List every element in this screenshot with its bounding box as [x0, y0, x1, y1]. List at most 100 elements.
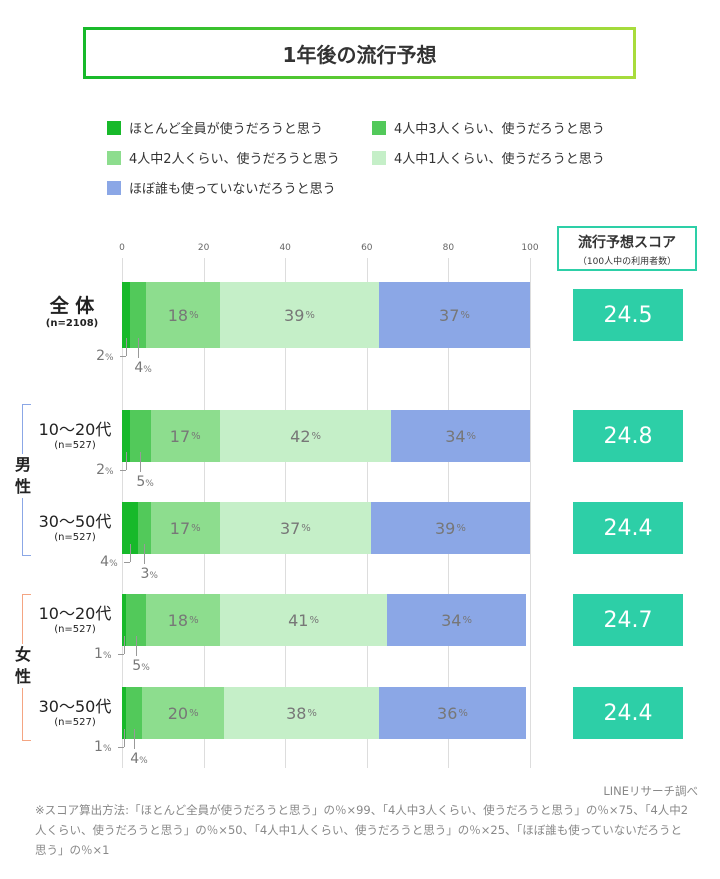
bar-segment [130, 282, 147, 348]
row-label-text: 10〜20代 [38, 420, 112, 439]
row-label: 30〜50代 (n=527) [20, 693, 130, 728]
legend-label: ほとんど全員が使うだろうと思う [129, 122, 323, 137]
bar-segment: 36% [379, 687, 526, 739]
leader-line [124, 562, 131, 563]
legend-label: ほぼ誰も使っていないだろうと思う [129, 182, 336, 197]
segment-label-small: 4% [130, 751, 148, 767]
leader-line [120, 470, 127, 471]
leader-line [144, 544, 146, 564]
score-header-title: 流行予想スコア [578, 235, 676, 251]
bar-segment: 17% [150, 502, 220, 554]
bar-segment: 38% [223, 687, 380, 739]
bar-segment: 37% [219, 502, 371, 554]
score-box: 24.7 [573, 594, 683, 646]
score-box: 24.4 [573, 687, 683, 739]
row-sample-size: (n=527) [54, 717, 96, 728]
bar-segment: 37% [379, 282, 530, 348]
stacked-bar: 17% 37% 39% [122, 502, 530, 554]
group-label: 女性 [13, 644, 33, 688]
leader-line [130, 544, 132, 562]
leader-line [140, 452, 142, 472]
legend-swatch [372, 150, 386, 165]
legend-item: 4人中2人くらい、使うだろうと思う [107, 148, 340, 167]
bar-segment [138, 502, 151, 554]
row-label: 全 体 (n=2108) [17, 291, 127, 329]
bar-segment: 18% [146, 282, 220, 348]
x-tick-label: 80 [442, 243, 455, 253]
row-sample-size: (n=527) [54, 440, 96, 451]
x-tick-label: 100 [521, 243, 539, 253]
bar-segment [122, 502, 139, 554]
leader-line [124, 729, 126, 747]
bar-segment: 41% [219, 594, 388, 646]
row-label-text: 30〜50代 [38, 512, 112, 531]
row-label: 10〜20代 (n=527) [20, 416, 130, 451]
row-sample-size: (n=527) [54, 624, 96, 635]
bar-segment: 34% [387, 594, 526, 646]
footnote: ※スコア算出方法:「ほとんど全員が使うだろうと思う」の％×99、「4人中3人くら… [35, 803, 689, 857]
legend-swatch [107, 150, 121, 165]
score-box: 24.8 [573, 410, 683, 462]
score-header-subtitle: （100人中の利用者数） [577, 257, 677, 267]
row-sample-size: (n=2108) [45, 318, 99, 329]
source: LINEリサーチ調べ [603, 784, 698, 798]
segment-label-small: 2% [96, 462, 114, 478]
legend-label: 4人中1人くらい、使うだろうと思う [394, 152, 605, 167]
gridline [530, 258, 531, 768]
x-tick-label: 40 [279, 243, 291, 253]
leader-line [134, 729, 136, 749]
leader-line [124, 636, 126, 654]
score-header: 流行予想スコア （100人中の利用者数） [557, 226, 697, 271]
row-label: 30〜50代 (n=527) [20, 508, 130, 543]
bar-segment: 42% [219, 410, 392, 462]
bar-segment: 18% [146, 594, 220, 646]
leader-line [138, 338, 140, 358]
bar-segment [126, 687, 143, 739]
legend-swatch [372, 120, 386, 135]
segment-label-small: 4% [134, 360, 152, 376]
bar-segment [130, 410, 151, 462]
score-box: 24.5 [573, 289, 683, 341]
legend-label: 4人中2人くらい、使うだろうと思う [129, 152, 340, 167]
segment-label-small: 5% [136, 474, 154, 490]
x-tick-label: 0 [119, 243, 125, 253]
legend-item: 4人中3人くらい、使うだろうと思う [372, 118, 605, 137]
stacked-bar: 17% 42% 34% [122, 410, 530, 462]
bar-segment: 39% [370, 502, 530, 554]
segment-label-small: 1% [94, 739, 112, 755]
bar-segment [122, 687, 127, 739]
chart-title: 1年後の流行予想 [83, 27, 636, 79]
segment-label-small: 2% [96, 348, 114, 364]
row-label-text: 全 体 [49, 295, 95, 317]
score-box: 24.4 [573, 502, 683, 554]
leader-line [120, 356, 127, 357]
leader-line [118, 747, 125, 748]
segment-label-small: 3% [140, 566, 158, 582]
x-tick-label: 20 [197, 243, 210, 253]
stacked-bar: 18% 41% 34% [122, 594, 530, 646]
leader-line [126, 338, 128, 356]
legend-swatch [107, 180, 121, 195]
row-label: 10〜20代 (n=527) [20, 600, 130, 635]
legend-swatch [107, 120, 121, 135]
bar-segment: 39% [219, 282, 380, 348]
legend-item: 4人中1人くらい、使うだろうと思う [372, 148, 605, 167]
row-sample-size: (n=527) [54, 532, 96, 543]
leader-line [118, 654, 125, 655]
legend-item: ほぼ誰も使っていないだろうと思う [107, 178, 336, 197]
bar-segment [122, 594, 127, 646]
segment-label-small: 4% [100, 554, 118, 570]
legend-item: ほとんど全員が使うだろうと思う [107, 118, 323, 137]
stacked-bar: 20% 38% 36% [122, 687, 530, 739]
leader-line [126, 452, 128, 470]
row-label-text: 30〜50代 [38, 697, 112, 716]
legend-label: 4人中3人くらい、使うだろうと思う [394, 122, 605, 137]
bar-segment [122, 410, 131, 462]
bar-segment [122, 282, 131, 348]
bar-segment [126, 594, 147, 646]
bar-segment: 34% [391, 410, 530, 462]
bar-segment: 20% [142, 687, 224, 739]
row-label-text: 10〜20代 [38, 604, 112, 623]
x-tick-label: 60 [361, 243, 373, 253]
